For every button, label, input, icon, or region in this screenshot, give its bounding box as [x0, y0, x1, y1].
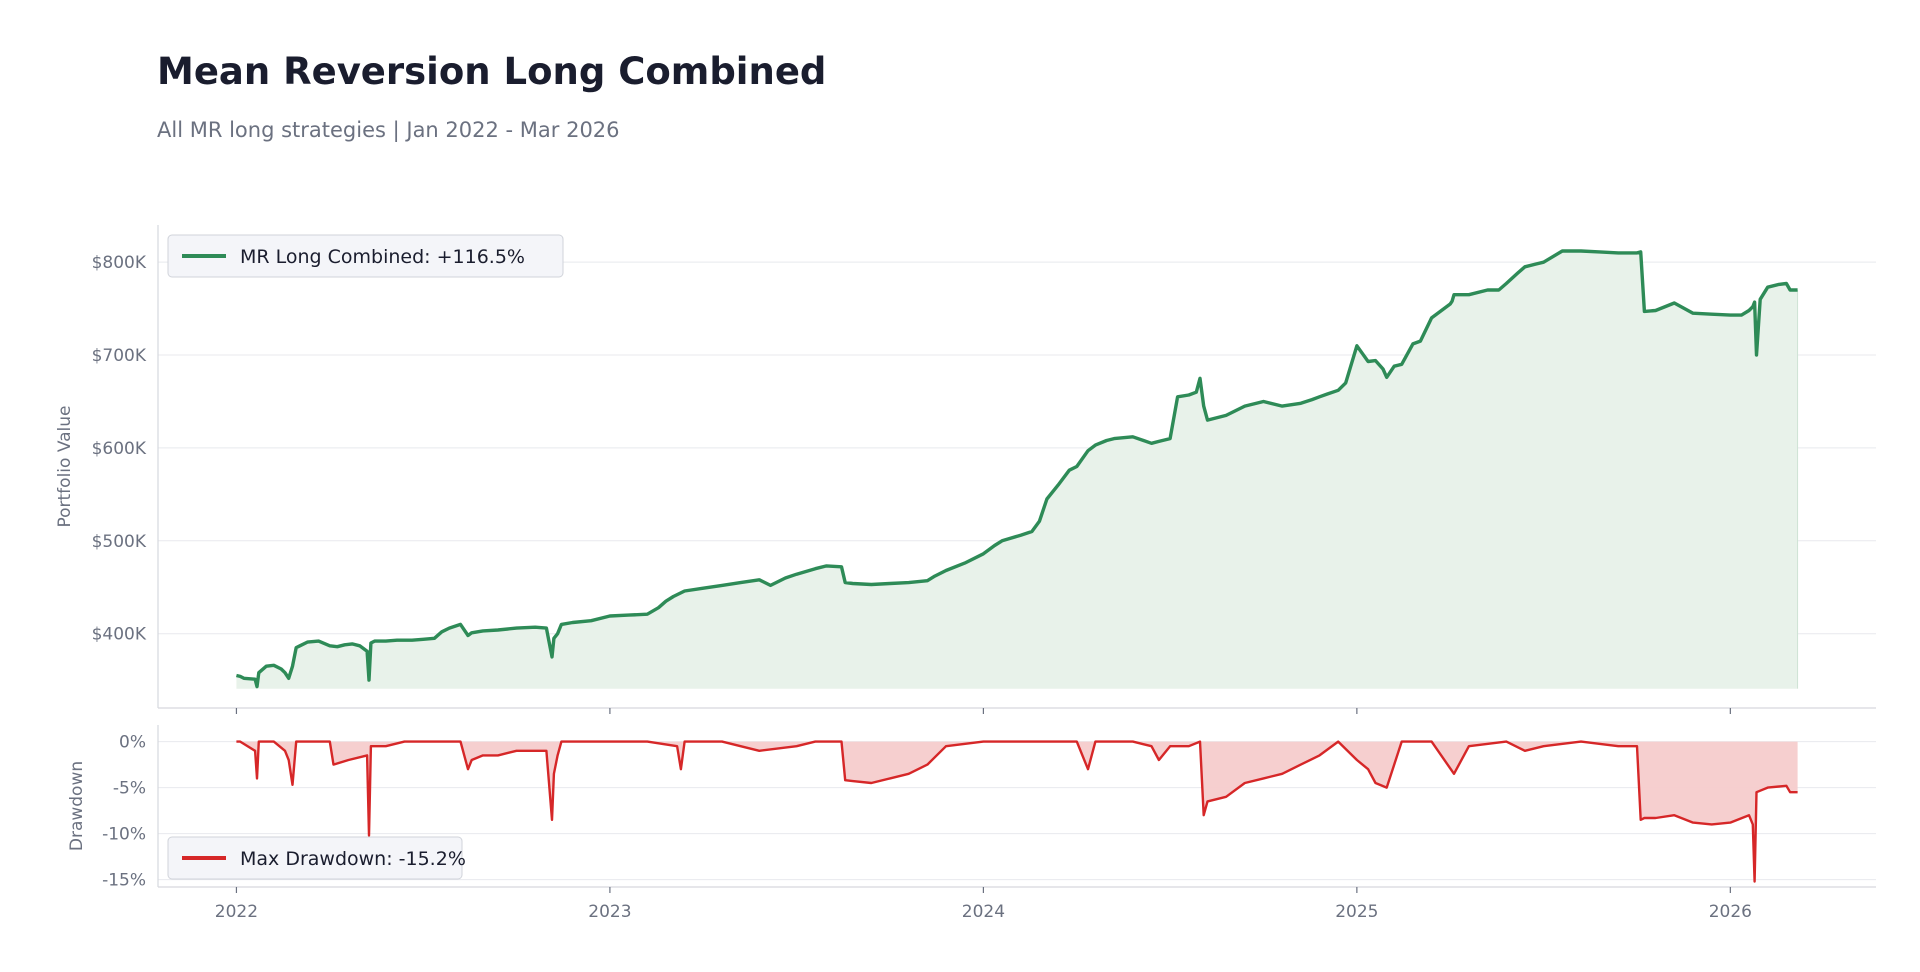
y-axis-label: Portfolio Value [55, 405, 75, 527]
y-tick-label: 0% [119, 733, 146, 753]
y-tick-label: $500K [92, 532, 147, 552]
legend: Max Drawdown: -15.2% [167, 836, 466, 880]
y-tick-label: -5% [113, 779, 146, 799]
legend-label: Max Drawdown: -15.2% [240, 848, 466, 870]
series-area-fill [236, 251, 1798, 689]
x-tick-label: 2025 [1335, 902, 1378, 922]
series-area-fill [236, 741, 1798, 882]
series-line [236, 740, 1798, 883]
x-tick-label: 2024 [962, 902, 1005, 922]
x-tick-label: 2023 [588, 902, 631, 922]
legend: MR Long Combined: +116.5% [167, 234, 564, 278]
y-axis-label: Drawdown [67, 761, 87, 851]
y-tick-label: $400K [92, 625, 147, 645]
series-line [236, 249, 1798, 689]
y-tick-label: $700K [92, 346, 147, 366]
chart-subtitle: All MR long strategies | Jan 2022 - Mar … [157, 118, 620, 142]
legend-label: MR Long Combined: +116.5% [240, 246, 525, 268]
legend-box [167, 836, 463, 880]
x-tick-label: 2026 [1709, 902, 1752, 922]
y-tick-label: $800K [92, 253, 147, 273]
legend-box [167, 234, 564, 278]
x-tick-label: 2022 [215, 902, 258, 922]
y-tick-label: -10% [102, 825, 146, 845]
chart-title: Mean Reversion Long Combined [157, 50, 827, 93]
y-tick-label: $600K [92, 439, 147, 459]
y-tick-label: -15% [102, 871, 146, 891]
